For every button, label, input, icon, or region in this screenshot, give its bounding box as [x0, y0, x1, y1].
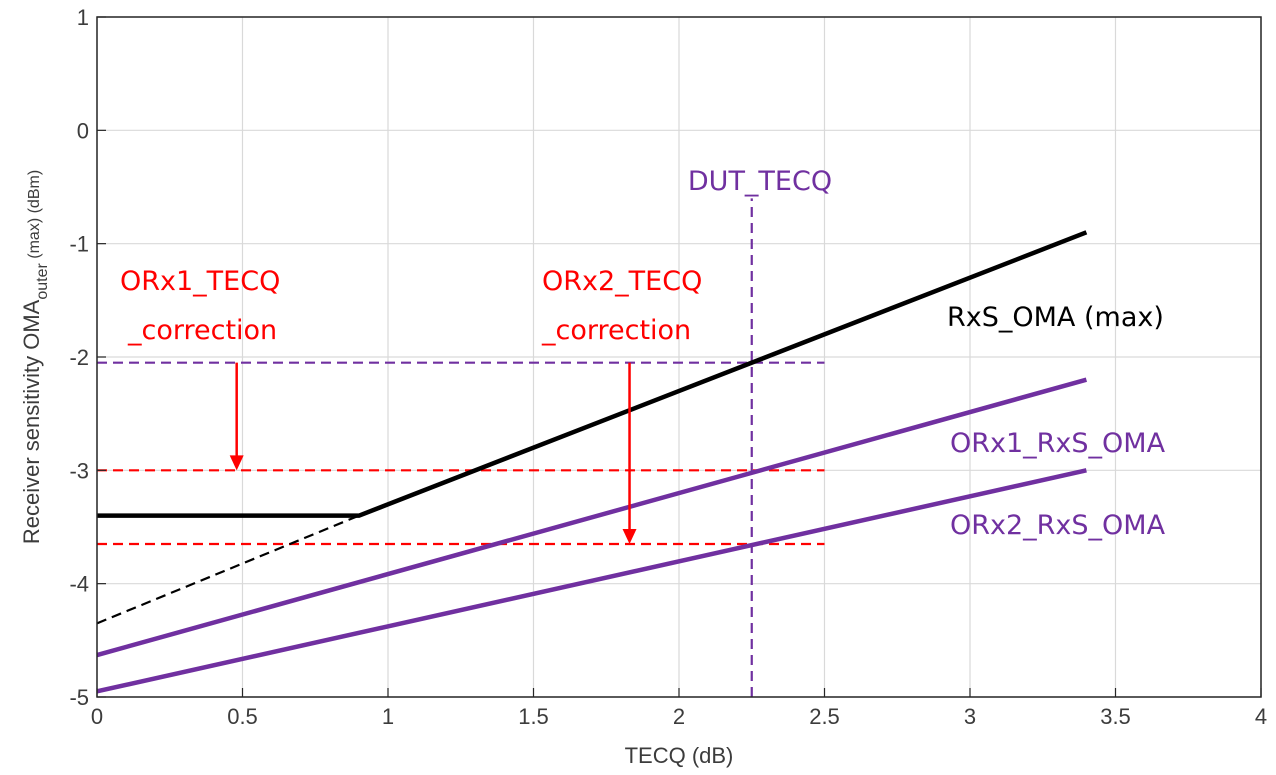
- x-tick-label: 1: [382, 704, 394, 729]
- x-tick-label: 3: [964, 704, 976, 729]
- y-tick-label: 0: [77, 118, 89, 143]
- y-axis-label-prefix: Receiver sensitivity OMA: [19, 299, 44, 544]
- series-lines: [96, 230, 1088, 694]
- annotation-orx2-correction: _correction: [541, 315, 691, 346]
- x-tick-label: 2.5: [809, 704, 840, 729]
- correction-arrow-head: [622, 529, 637, 544]
- x-axis-label: TECQ (dB): [625, 743, 734, 768]
- annotation-dut-tecq: DUT_TECQ: [688, 166, 832, 197]
- x-tick-label: 4: [1255, 704, 1267, 729]
- annotation-orx1-tecq: ORx1_TECQ: [120, 266, 280, 297]
- y-tick-label: -2: [69, 345, 89, 370]
- axis-ticks: 0 0.5 1 1.5 2 2.5 3 3.5 4 1 0 -1 -2 -3 -4 -5: [69, 5, 1267, 729]
- x-tick-label: 0.5: [227, 704, 258, 729]
- y-axis-label-subscript: outer: [34, 263, 51, 300]
- annotation-orx1-correction: _correction: [127, 315, 277, 346]
- y-tick-label: -4: [69, 572, 89, 597]
- correction-arrows: [229, 362, 637, 544]
- annotation-orx2-rxs-oma: ORx2_RxS_OMA: [950, 510, 1166, 541]
- annotations: DUT_TECQ ORx1_TECQ _correction ORx2_TECQ _co…: [120, 166, 1166, 541]
- x-tick-label: 1.5: [518, 704, 549, 729]
- y-axis-label: Receiver sensitivity OMAouter (max) (dBm…: [19, 170, 51, 544]
- series-line-orx2-rxs-oma: [96, 468, 1087, 694]
- y-axis-label-suffix: (max) (dBm): [26, 170, 43, 263]
- x-tick-label: 3.5: [1100, 704, 1131, 729]
- series-line-rxs-oma-max: [97, 230, 1088, 518]
- correction-arrow-head: [229, 455, 244, 471]
- y-tick-label: -5: [69, 685, 89, 710]
- series-line-orx1-rxs-oma: [96, 377, 1088, 658]
- annotation-orx2-tecq: ORx2_TECQ: [542, 266, 702, 297]
- x-tick-label: 0: [91, 704, 103, 729]
- x-tick-label: 2: [673, 704, 685, 729]
- annotation-orx1-rxs-oma: ORx1_RxS_OMA: [950, 428, 1166, 459]
- y-tick-label: 1: [77, 5, 89, 30]
- reference-lines: [97, 198, 825, 697]
- y-tick-label: -3: [69, 458, 89, 483]
- annotation-rxs-oma-max: RxS_OMA (max): [947, 302, 1164, 333]
- y-tick-label: -1: [69, 232, 89, 257]
